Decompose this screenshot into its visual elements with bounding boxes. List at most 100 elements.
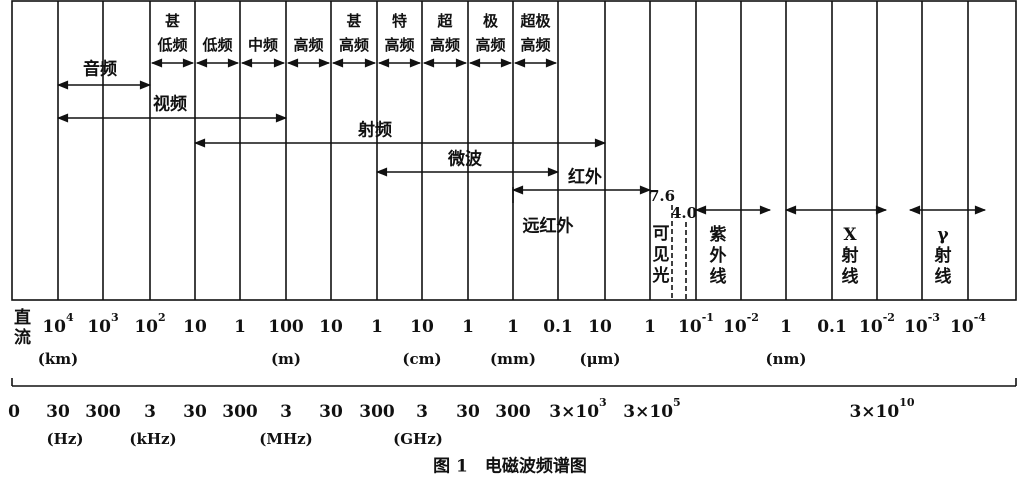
span-label: 紫外线 (710, 224, 727, 287)
caption: 图 1 电磁波频谱图 (433, 456, 587, 477)
frequency-label-base: 300 (359, 402, 395, 422)
wavelength-label-exp: -4 (974, 311, 987, 324)
wavelength-label: 10 (183, 317, 207, 337)
wavelength-label-base: 10 (859, 317, 883, 337)
frequency-label-base: 3 (280, 402, 292, 422)
wavelength-label-exp: -2 (883, 311, 895, 324)
frequency-label-base: 30 (456, 402, 480, 422)
wavelength-label-exp: -2 (747, 311, 759, 324)
frame (11, 0, 1017, 301)
wavelength-label-base: 1 (507, 317, 519, 337)
wavelength-label: 1 (462, 317, 474, 337)
wavelength-label: 10-2 (859, 311, 895, 337)
wavelength-label-base: 10 (87, 317, 111, 337)
band-label: 高频 (475, 36, 505, 54)
band-label: 超 (436, 12, 453, 30)
frequency-label: 3 (144, 402, 156, 422)
wavelength-label-base: 10 (950, 317, 974, 337)
frequency-label-base: 300 (495, 402, 531, 422)
band-label: 高频 (430, 36, 460, 54)
wavelength-label-base: 10 (588, 317, 612, 337)
wavelength-label-base: 1 (234, 317, 246, 337)
band-label: 中频 (248, 36, 278, 54)
marker-label: 4.0 (671, 204, 697, 222)
wavelength-label: 100 (268, 317, 304, 337)
frequency-label-exp: 10 (899, 396, 915, 409)
wavelength-label: 104 (42, 311, 74, 337)
frequency-label: 30 (319, 402, 343, 422)
wavelength-label-base: 10 (183, 317, 207, 337)
wavelength-label: 1 (507, 317, 519, 337)
band-label: 甚 (346, 12, 361, 30)
wavelength-label-base: 100 (268, 317, 304, 337)
wavelength-label-base: 10 (678, 317, 702, 337)
frequency-label: 30 (456, 402, 480, 422)
span-label: 远红外 (523, 216, 574, 237)
span-label: 微波 (447, 149, 483, 170)
frequency-unit: (GHz) (393, 430, 443, 448)
frequency-label-base: 3 (416, 402, 428, 422)
wavelength-label: 0.1 (543, 317, 573, 337)
wavelength-label: 10-4 (950, 311, 986, 337)
wavelength-unit: (cm) (402, 350, 441, 368)
wavelength-label-base: 10 (904, 317, 928, 337)
wavelength-label-base: 10 (319, 317, 343, 337)
wavelength-label-base: 1 (780, 317, 792, 337)
frequency-label: 300 (495, 402, 531, 422)
span-label: 视频 (153, 94, 187, 115)
wavelength-label-base: 10 (723, 317, 747, 337)
frequency-unit: (kHz) (129, 430, 176, 448)
wavelength-unit: (nm) (766, 350, 807, 368)
frequency-label: 300 (222, 402, 258, 422)
frequency-label-exp: 3 (599, 396, 607, 409)
frequency-unit: (MHz) (259, 430, 313, 448)
band-label: 高频 (293, 36, 323, 54)
span-label: X 射线 (841, 225, 859, 287)
frequency-label: 30 (183, 402, 207, 422)
band-label: 极 (483, 12, 499, 30)
frequency-label-base: 0 (8, 402, 20, 422)
wavelength-label: 10-3 (904, 311, 940, 337)
marker-label: 7.6 (649, 187, 675, 205)
wavelength-label: 10 (588, 317, 612, 337)
wavelength-label-base: 1 (371, 317, 383, 337)
band-label: 低频 (156, 36, 187, 54)
span-label: γ 射线 (934, 225, 952, 287)
wavelength-label: 1 (371, 317, 383, 337)
wavelength-label-exp: 3 (111, 311, 119, 324)
wavelength-label: 1 (644, 317, 656, 337)
wavelength-label-base: 0.1 (543, 317, 573, 337)
wavelength-label-base: 10 (134, 317, 158, 337)
wavelength-label-base: 1 (644, 317, 656, 337)
frequency-label: 0 (8, 402, 20, 422)
wavelength-label: 10 (319, 317, 343, 337)
band-label: 高频 (384, 36, 414, 54)
frequency-label: 300 (85, 402, 121, 422)
wavelength-label: 1 (780, 317, 792, 337)
wavelength-label: 0.1 (817, 317, 847, 337)
wavelength-label-exp: -3 (928, 311, 940, 324)
span-label: 红外 (568, 167, 602, 188)
frequency-label-base: 30 (46, 402, 70, 422)
wavelength-label-exp: 4 (66, 311, 74, 324)
wavelength-label-exp: 2 (158, 311, 166, 324)
frequency-label-base: 3×10 (849, 402, 899, 422)
frequency-label: 3 (280, 402, 292, 422)
wavelength-label: 10-1 (678, 311, 714, 337)
wavelength-unit: (m) (271, 350, 301, 368)
span-label: 射频 (357, 120, 392, 141)
frequency-label: 30 (46, 402, 70, 422)
frequency-label: 3×105 (623, 396, 680, 422)
band-label: 高频 (339, 36, 369, 54)
wavelength-label-base: 10 (410, 317, 434, 337)
wavelength-label-base: 10 (42, 317, 66, 337)
frequency-label: 3×1010 (849, 396, 914, 422)
wavelength-label-exp: -1 (702, 311, 714, 324)
frequency-label-base: 300 (85, 402, 121, 422)
frequency-label-base: 30 (183, 402, 207, 422)
band-label: 低频 (201, 36, 232, 54)
frequency-label-base: 3×10 (623, 402, 673, 422)
frequency-label: 3 (416, 402, 428, 422)
frequency-label-base: 3×10 (549, 402, 599, 422)
wavelength-unit: (mm) (490, 350, 536, 368)
